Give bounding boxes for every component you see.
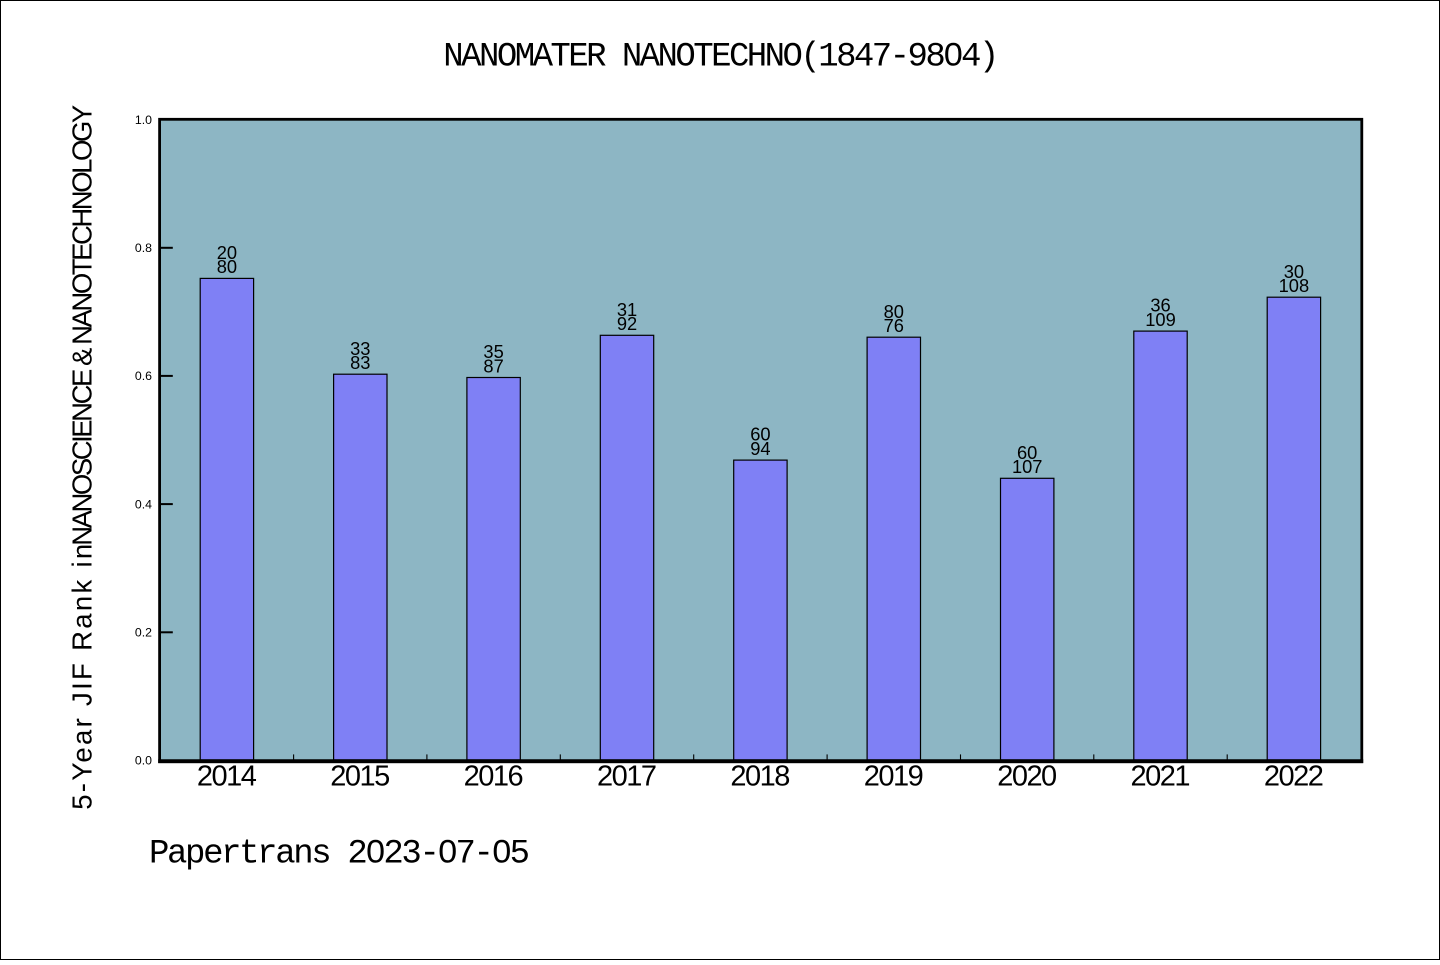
svg-text:92: 92 — [617, 313, 637, 334]
svg-text:76: 76 — [884, 315, 904, 336]
svg-text:20: 20 — [217, 242, 237, 263]
svg-text:0.2: 0.2 — [135, 626, 152, 640]
svg-text:80: 80 — [884, 301, 904, 322]
svg-text:Papertrans 2023-07-05: Papertrans 2023-07-05 — [149, 836, 530, 874]
svg-text:60: 60 — [750, 424, 770, 445]
svg-text:2022: 2022 — [1264, 761, 1324, 793]
svg-text:108: 108 — [1279, 275, 1310, 296]
svg-text:35: 35 — [483, 341, 503, 362]
svg-text:109: 109 — [1145, 309, 1176, 330]
svg-text:1.0: 1.0 — [135, 113, 152, 127]
svg-text:107: 107 — [1012, 456, 1043, 477]
svg-text:30: 30 — [1284, 261, 1304, 282]
svg-text:2018: 2018 — [730, 761, 790, 793]
svg-text:2014: 2014 — [197, 761, 257, 793]
svg-text:0.8: 0.8 — [135, 241, 152, 255]
svg-text:0.6: 0.6 — [135, 369, 152, 383]
svg-text:33: 33 — [350, 338, 370, 359]
svg-text:2016: 2016 — [464, 761, 524, 793]
svg-text:2019: 2019 — [864, 761, 924, 793]
svg-text:0.4: 0.4 — [135, 497, 152, 511]
svg-text:2015: 2015 — [330, 761, 390, 793]
svg-text:31: 31 — [617, 299, 637, 320]
svg-text:2020: 2020 — [997, 761, 1057, 793]
svg-text:87: 87 — [483, 355, 503, 376]
svg-text:5-Year JIF Rank in: 5-Year JIF Rank in — [67, 544, 98, 810]
svg-text:NANOSCIENCE & NANOTECHNOLOGY: NANOSCIENCE & NANOTECHNOLOGY — [67, 105, 98, 546]
svg-text:NANOMATER NANOTECHNO(1847-9804: NANOMATER NANOTECHNO(1847-9804) — [443, 39, 999, 77]
svg-text:94: 94 — [750, 438, 770, 459]
svg-text:60: 60 — [1017, 442, 1037, 463]
svg-text:80: 80 — [217, 256, 237, 277]
svg-text:2021: 2021 — [1131, 761, 1191, 793]
svg-text:0.0: 0.0 — [135, 754, 152, 768]
svg-text:36: 36 — [1150, 295, 1170, 316]
svg-text:2017: 2017 — [597, 761, 657, 793]
svg-text:83: 83 — [350, 352, 370, 373]
